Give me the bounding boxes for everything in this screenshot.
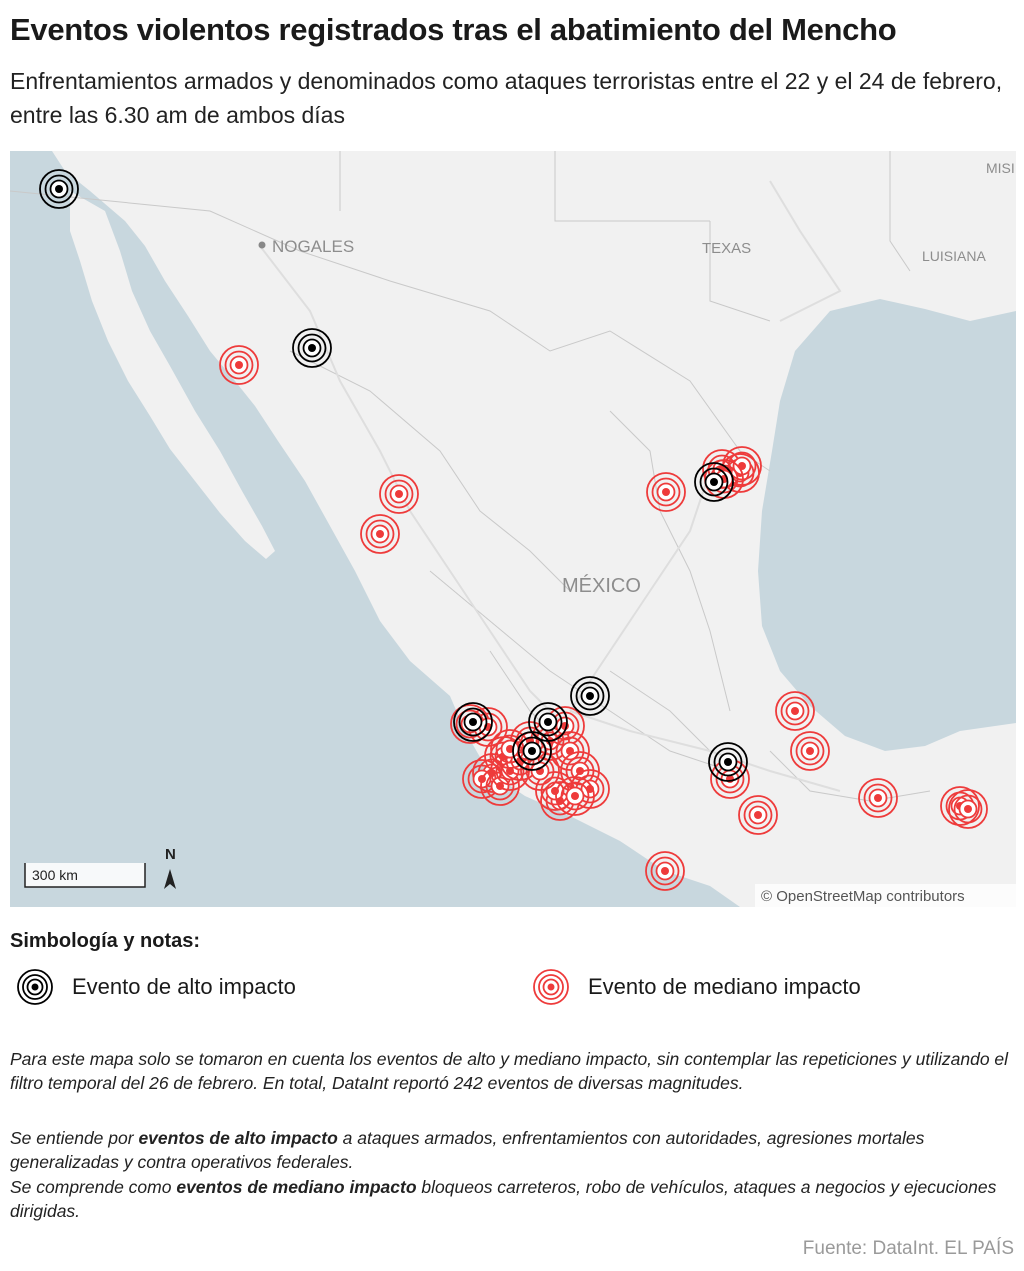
high-impact-marker bbox=[39, 169, 79, 209]
high-impact-marker bbox=[453, 702, 493, 742]
medium-impact-marker bbox=[379, 474, 419, 514]
north-arrow-icon: N bbox=[164, 846, 176, 889]
land-mass bbox=[52, 151, 1016, 907]
high-impact-marker bbox=[708, 742, 748, 782]
medium-impact-marker bbox=[948, 789, 988, 829]
high-impact-icon bbox=[17, 969, 53, 1005]
label-misi: MISI bbox=[986, 160, 1015, 176]
label-nogales: NOGALES bbox=[272, 237, 354, 256]
medium-impact-marker bbox=[738, 795, 778, 835]
label-mexico: MÉXICO bbox=[562, 574, 641, 597]
medium-impact-marker bbox=[219, 345, 259, 385]
gulf-islands bbox=[132, 246, 160, 301]
high-impact-marker bbox=[292, 328, 332, 368]
event-markers bbox=[39, 169, 988, 891]
label-luisiana: LUISIANA bbox=[922, 248, 986, 264]
medium-impact-marker bbox=[360, 514, 400, 554]
scale-label: 300 km bbox=[32, 867, 78, 883]
legend-high: Evento de alto impacto bbox=[16, 968, 296, 1006]
borders bbox=[10, 151, 931, 802]
medium-impact-marker bbox=[775, 691, 815, 731]
medium-impact-marker bbox=[646, 472, 686, 512]
note-methodology: Para este mapa solo se tomaron en cuenta… bbox=[10, 1049, 1009, 1093]
scale-bar: 300 km bbox=[24, 863, 146, 888]
medium-impact-marker bbox=[555, 776, 595, 816]
legend-medium: Evento de mediano impacto bbox=[532, 968, 861, 1006]
nogales-dot bbox=[258, 241, 266, 249]
roads bbox=[259, 180, 842, 792]
high-impact-marker bbox=[512, 731, 552, 771]
baja-peninsula bbox=[70, 191, 275, 559]
page-title: Eventos violentos registrados tras el ab… bbox=[10, 12, 897, 47]
high-impact-marker bbox=[694, 462, 734, 502]
high-impact-marker bbox=[528, 702, 568, 742]
legend-medium-label: Evento de mediano impacto bbox=[588, 974, 861, 999]
label-texas: TEXAS bbox=[702, 240, 751, 257]
legend-high-label: Evento de alto impacto bbox=[72, 974, 296, 999]
high-impact-marker bbox=[570, 676, 610, 716]
medium-impact-icon bbox=[533, 969, 569, 1005]
medium-impact-marker bbox=[858, 778, 898, 818]
medium-impact-marker bbox=[645, 851, 685, 891]
map[interactable]: NOGALES TEXAS LUISIANA MISI MÉXICO 300 k… bbox=[10, 151, 1016, 907]
medium-impact-marker bbox=[790, 731, 830, 771]
legend-title: Simbología y notas: bbox=[10, 930, 201, 952]
source-credit: Fuente: DataInt. EL PAÍS bbox=[802, 1238, 1014, 1259]
map-attribution: © OpenStreetMap contributors bbox=[761, 888, 965, 905]
medium-impact-marker bbox=[480, 766, 520, 806]
svg-text:N: N bbox=[165, 846, 176, 863]
note-medium-definition: Se comprende como eventos de mediano imp… bbox=[10, 1177, 997, 1221]
note-high-definition: Se entiende por eventos de alto impacto … bbox=[10, 1128, 925, 1172]
page-subtitle: Enfrentamientos armados y denominados co… bbox=[10, 68, 1003, 128]
